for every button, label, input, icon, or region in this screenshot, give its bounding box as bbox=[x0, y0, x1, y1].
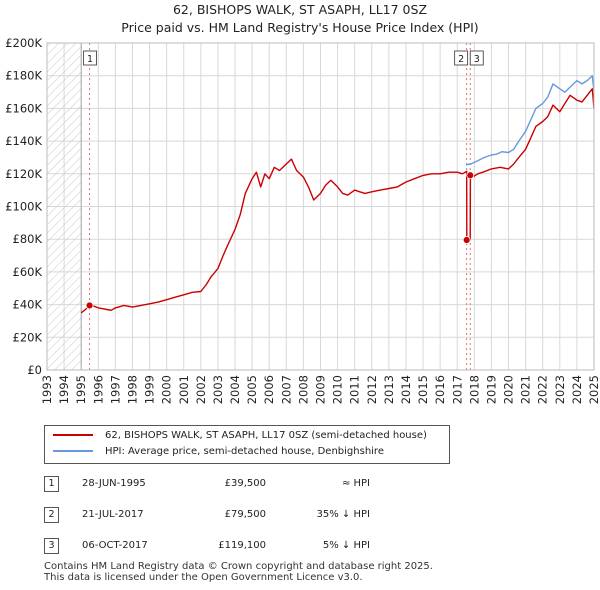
y-tick-label: £80K bbox=[13, 232, 43, 246]
transaction-marker-box bbox=[469, 50, 484, 66]
x-tick-label: 2016 bbox=[433, 375, 447, 404]
transaction-point bbox=[466, 171, 475, 180]
price-paid-line bbox=[80, 88, 595, 314]
y-tick-label: £140K bbox=[5, 134, 42, 148]
y-tick-label: £200K bbox=[5, 36, 42, 50]
x-tick-label: 2007 bbox=[279, 375, 293, 404]
x-tick-label: 2025 bbox=[587, 375, 600, 404]
transaction-number: 3 bbox=[44, 538, 59, 554]
x-tick-label: 2013 bbox=[382, 375, 396, 404]
y-tick-label: £120K bbox=[5, 167, 42, 181]
legend-label-price: 62, BISHOPS WALK, ST ASAPH, LL17 0SZ (se… bbox=[105, 430, 427, 441]
x-tick-label: 2005 bbox=[245, 375, 259, 404]
transaction-hpi: ≈ HPI bbox=[341, 478, 370, 489]
chart-subtitle: Price paid vs. HM Land Registry's House … bbox=[121, 20, 479, 35]
transaction-marker-label: 3 bbox=[474, 54, 480, 65]
transaction-price: £39,500 bbox=[224, 478, 266, 489]
transaction-price: £119,100 bbox=[218, 540, 266, 551]
x-tick-label: 1997 bbox=[108, 375, 122, 404]
transaction-hpi: 5% ↓ HPI bbox=[322, 540, 370, 551]
footer-copyright: Contains HM Land Registry data © Crown c… bbox=[44, 561, 433, 572]
transaction-number: 1 bbox=[44, 476, 59, 492]
transaction-price: £79,500 bbox=[224, 509, 266, 520]
x-tick-label: 1994 bbox=[57, 375, 71, 404]
transaction-number: 2 bbox=[44, 507, 59, 523]
x-tick-label: 2004 bbox=[228, 375, 242, 404]
x-tick-label: 2000 bbox=[160, 375, 174, 404]
legend-entry-hpi: HPI: Average price, semi-detached house,… bbox=[53, 445, 384, 459]
x-tick-label: 2011 bbox=[348, 375, 362, 404]
y-tick-label: £180K bbox=[5, 69, 42, 83]
x-tick-label: 2014 bbox=[399, 375, 413, 404]
x-tick-label: 1999 bbox=[143, 375, 157, 404]
y-tick-label: £160K bbox=[5, 101, 42, 115]
no-data-hatch bbox=[46, 42, 82, 371]
transaction-hpi: 35% ↓ HPI bbox=[316, 509, 370, 520]
x-tick-label: 2003 bbox=[211, 375, 225, 404]
x-tick-label: 2009 bbox=[314, 375, 328, 404]
transaction-marker-box bbox=[83, 50, 97, 66]
x-tick-label: 1998 bbox=[125, 375, 139, 404]
x-tick-label: 2006 bbox=[262, 375, 276, 404]
legend-swatch-hpi bbox=[53, 450, 93, 452]
x-tick-label: 2001 bbox=[177, 375, 191, 404]
transaction-date: 21-JUL-2017 bbox=[82, 509, 144, 520]
x-tick-label: 2023 bbox=[553, 375, 567, 404]
transaction-date: 28-JUN-1995 bbox=[82, 478, 146, 489]
hpi-line bbox=[465, 74, 595, 166]
transaction-marker-box bbox=[454, 50, 469, 66]
x-tick-label: 1996 bbox=[91, 375, 105, 404]
x-tick-label: 2012 bbox=[365, 375, 379, 404]
x-tick-label: 1993 bbox=[40, 375, 54, 404]
x-tick-label: 1995 bbox=[74, 375, 88, 404]
footer-licence: This data is licensed under the Open Gov… bbox=[44, 572, 363, 583]
x-tick-label: 2010 bbox=[331, 375, 345, 404]
transaction-row: 3 06-OCT-2017 £119,100 5% ↓ HPI bbox=[0, 536, 600, 556]
x-tick-label: 2020 bbox=[502, 375, 516, 404]
transaction-marker-label: 1 bbox=[87, 54, 93, 65]
plot-frame bbox=[46, 42, 595, 371]
legend: 62, BISHOPS WALK, ST ASAPH, LL17 0SZ (se… bbox=[44, 425, 450, 464]
y-tick-label: £100K bbox=[5, 200, 42, 214]
chart-title: 62, BISHOPS WALK, ST ASAPH, LL17 0SZ bbox=[172, 2, 428, 17]
x-tick-label: 2019 bbox=[484, 375, 498, 404]
legend-entry-price: 62, BISHOPS WALK, ST ASAPH, LL17 0SZ (se… bbox=[53, 429, 427, 443]
transaction-row: 2 21-JUL-2017 £79,500 35% ↓ HPI bbox=[0, 505, 600, 525]
y-tick-label: £60K bbox=[13, 265, 43, 279]
x-tick-label: 2018 bbox=[467, 375, 481, 404]
x-tick-label: 2008 bbox=[296, 375, 310, 404]
transaction-marker-label: 2 bbox=[458, 54, 464, 65]
x-tick-label: 2017 bbox=[450, 375, 464, 404]
y-tick-label: £20K bbox=[13, 330, 43, 344]
y-tick-label: £40K bbox=[13, 298, 43, 312]
x-tick-label: 2021 bbox=[519, 375, 533, 404]
legend-swatch-price bbox=[53, 434, 93, 436]
transaction-point bbox=[462, 236, 471, 244]
transaction-date: 06-OCT-2017 bbox=[82, 540, 148, 551]
transaction-point bbox=[85, 301, 94, 310]
y-tick-label: £0 bbox=[27, 363, 42, 377]
x-tick-label: 2015 bbox=[416, 375, 430, 404]
x-tick-label: 2022 bbox=[536, 375, 550, 404]
x-tick-label: 2002 bbox=[194, 375, 208, 404]
transaction-row: 1 28-JUN-1995 £39,500 ≈ HPI bbox=[0, 474, 600, 494]
x-tick-label: 2024 bbox=[570, 375, 584, 404]
legend-label-hpi: HPI: Average price, semi-detached house,… bbox=[105, 446, 384, 457]
